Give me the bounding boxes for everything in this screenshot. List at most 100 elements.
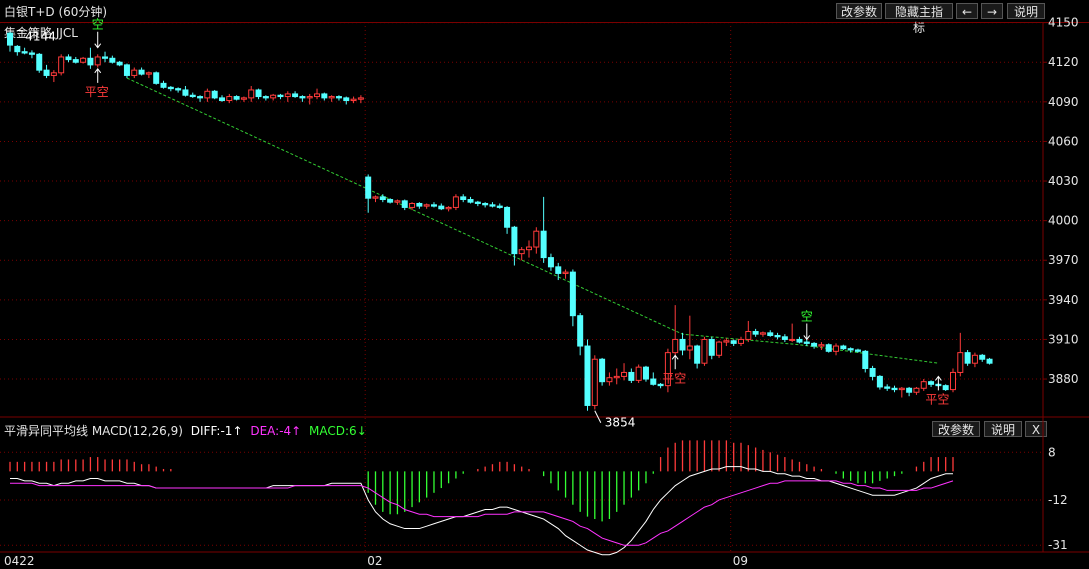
candle-body (460, 196, 467, 201)
candle-body (723, 340, 730, 343)
modify-params-button[interactable]: 改参数 (836, 3, 882, 19)
candle-body (306, 96, 313, 99)
candle (811, 342, 818, 349)
candle (664, 348, 671, 393)
candle-body (496, 205, 503, 208)
candle (28, 50, 35, 59)
candle (511, 225, 518, 266)
diff-line (10, 466, 953, 556)
candle-body (372, 196, 379, 199)
hide-indicator-button[interactable]: 隐藏主指标 (885, 3, 953, 35)
candle-body (204, 90, 211, 99)
arrow-down-icon (803, 323, 811, 341)
candle-body (58, 56, 65, 74)
arrow-up-icon (94, 68, 102, 83)
candle (87, 47, 94, 69)
candle-body (467, 199, 474, 203)
candle (116, 60, 123, 67)
candle-body (401, 200, 408, 208)
candle (752, 328, 759, 337)
candle-body (504, 206, 511, 228)
candle-body (803, 341, 810, 344)
candle-body (518, 249, 525, 255)
candle-body (562, 271, 569, 274)
candles (7, 31, 993, 411)
candle-body (811, 342, 818, 347)
date-label: 0422 (4, 554, 35, 568)
candle-body (94, 56, 101, 66)
candle (145, 71, 152, 79)
candle-body (343, 97, 350, 102)
candle (255, 88, 262, 100)
candle (21, 47, 28, 55)
candle (43, 64, 50, 79)
candle (540, 196, 547, 263)
arrow-left-icon[interactable]: ← (956, 3, 978, 19)
macd-tick-label: -12 (1048, 493, 1068, 507)
candle (14, 45, 21, 56)
help-button[interactable]: 说明 (1007, 3, 1045, 19)
candle (248, 86, 255, 102)
candle (482, 202, 489, 208)
candle-body (321, 93, 328, 99)
candle (876, 375, 883, 390)
candle (138, 67, 145, 76)
candle-body (701, 338, 708, 364)
candle-body (694, 345, 701, 364)
candle (869, 365, 876, 381)
candle-body (489, 204, 496, 207)
candle-body (226, 96, 233, 102)
price-tick-label: 4090 (1048, 95, 1079, 109)
candle (920, 379, 927, 391)
macd-tick-label: 8 (1048, 445, 1056, 459)
candle-body (928, 381, 935, 385)
candle (123, 63, 130, 79)
candle-body (423, 204, 430, 207)
candle (328, 95, 335, 102)
candle-body (686, 345, 693, 351)
arrow-right-icon[interactable]: → (981, 3, 1003, 19)
candle-body (840, 345, 847, 350)
signal-short: 空 (92, 18, 104, 32)
macd-help-button[interactable]: 说明 (984, 421, 1022, 437)
candle-body (949, 371, 956, 391)
candle (262, 95, 269, 101)
candle (679, 332, 686, 356)
candle-body (781, 336, 788, 340)
candle-body (65, 56, 72, 61)
macd-close-button[interactable]: X (1025, 421, 1047, 437)
candle-body (547, 257, 554, 268)
candle (891, 385, 898, 393)
candle-body (43, 69, 50, 76)
macd-modify-params-button[interactable]: 改参数 (932, 421, 980, 437)
candle (452, 194, 459, 211)
candle (730, 339, 737, 347)
candle (438, 203, 445, 211)
candle (803, 339, 810, 347)
candle (379, 194, 386, 203)
candle (175, 87, 182, 93)
candle-body (153, 72, 160, 84)
candle (7, 31, 13, 52)
candle-body (738, 338, 744, 344)
candle-body (555, 266, 562, 274)
candle (401, 199, 408, 211)
candle (650, 372, 657, 386)
candle-body (906, 387, 913, 393)
price-tick-label: 4030 (1048, 174, 1079, 188)
candle-body (80, 57, 87, 63)
candle (153, 71, 160, 85)
candle-body (825, 344, 832, 352)
candle-body (284, 93, 291, 98)
candle-body (577, 315, 584, 347)
candle (774, 332, 781, 340)
candle-body (21, 51, 28, 54)
dea-value: DEA:-4↑ (250, 424, 302, 438)
candle-body (211, 90, 218, 99)
candle (738, 336, 744, 347)
candle-body (445, 206, 452, 210)
candle (854, 348, 861, 353)
candle-body (942, 385, 949, 391)
